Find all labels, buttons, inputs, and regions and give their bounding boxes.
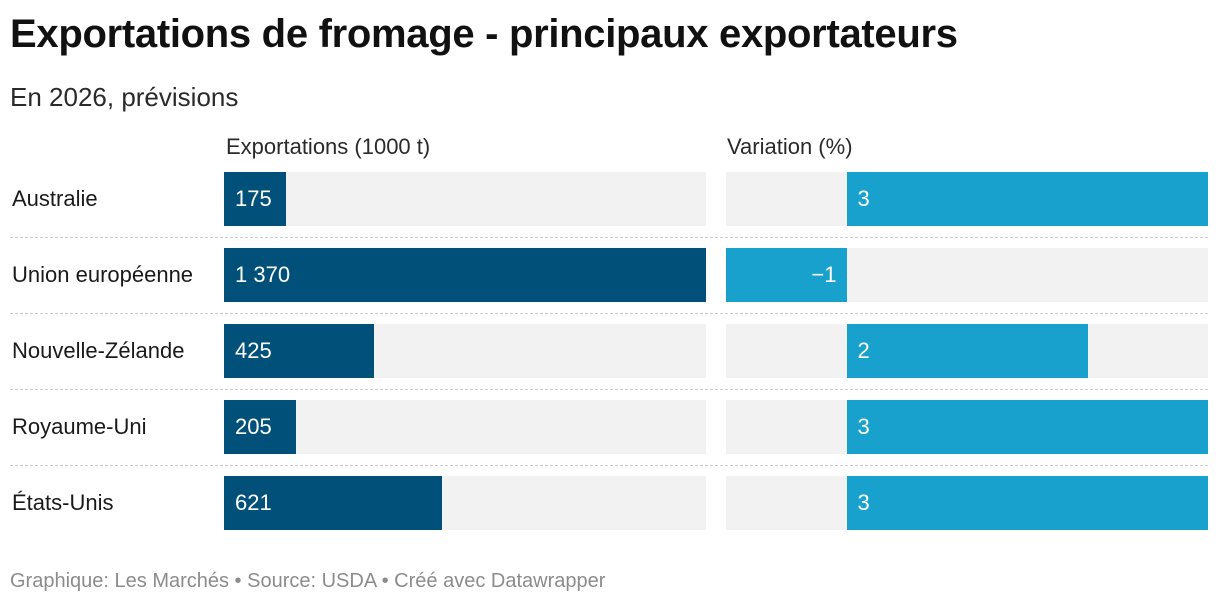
exports-track: 175: [224, 172, 706, 226]
variation-value-label: 2: [857, 338, 870, 363]
category-label: États-Unis: [12, 490, 114, 515]
exports-bar: [224, 400, 297, 454]
variation-track: −1: [726, 248, 1208, 302]
category-label: Royaume-Uni: [12, 414, 147, 439]
variation-track: 3: [726, 400, 1208, 454]
variation-bar: [846, 400, 1208, 454]
chart-row: Union européenne 1 370 −1: [0, 248, 1220, 302]
chart-footer: Graphique: Les Marchés • Source: USDA • …: [10, 570, 606, 592]
variation-bar: [846, 172, 1208, 226]
exports-value-label: 621: [235, 490, 272, 515]
variation-value-label: 3: [857, 414, 870, 439]
row-divider: [10, 389, 1208, 390]
variation-bar: [846, 476, 1208, 530]
exports-value-label: 175: [235, 186, 272, 211]
chart-row: Royaume-Uni 205 3: [0, 400, 1220, 454]
chart-row: États-Unis 621 3: [0, 476, 1220, 530]
variation-bar: [726, 248, 847, 302]
exports-bar: [224, 324, 374, 378]
exports-track: 621: [224, 476, 706, 530]
chart-subtitle: En 2026, prévisions: [10, 82, 239, 112]
column-header-exports: Exportations (1000 t): [226, 134, 431, 159]
variation-bar: [846, 324, 1088, 378]
variation-track: 3: [726, 476, 1208, 530]
chart-title: Exportations de fromage - principaux exp…: [10, 12, 958, 56]
exports-bar: [224, 248, 706, 302]
exports-track: 205: [224, 400, 706, 454]
exports-value-label: 205: [235, 414, 272, 439]
chart-row: Australie 175 3: [0, 172, 1220, 226]
variation-value-label: 3: [857, 490, 870, 515]
variation-value-label: 3: [857, 186, 870, 211]
exports-track: 1 370: [224, 248, 706, 302]
column-header-variation: Variation (%): [727, 134, 853, 159]
category-label: Australie: [12, 186, 98, 211]
exports-value-label: 425: [235, 338, 272, 363]
exports-bar: [224, 172, 286, 226]
chart-row: Nouvelle-Zélande 425 2: [0, 324, 1220, 378]
category-label: Nouvelle-Zélande: [12, 338, 185, 363]
variation-value-label: −1: [811, 262, 837, 287]
exports-track: 425: [224, 324, 706, 378]
row-divider: [10, 465, 1208, 466]
category-label: Union européenne: [12, 262, 194, 287]
variation-track: 2: [726, 324, 1208, 378]
exports-bar: [224, 476, 443, 530]
row-divider: [10, 313, 1208, 314]
variation-track: 3: [726, 172, 1208, 226]
exports-value-label: 1 370: [235, 262, 291, 287]
row-divider: [10, 237, 1208, 238]
